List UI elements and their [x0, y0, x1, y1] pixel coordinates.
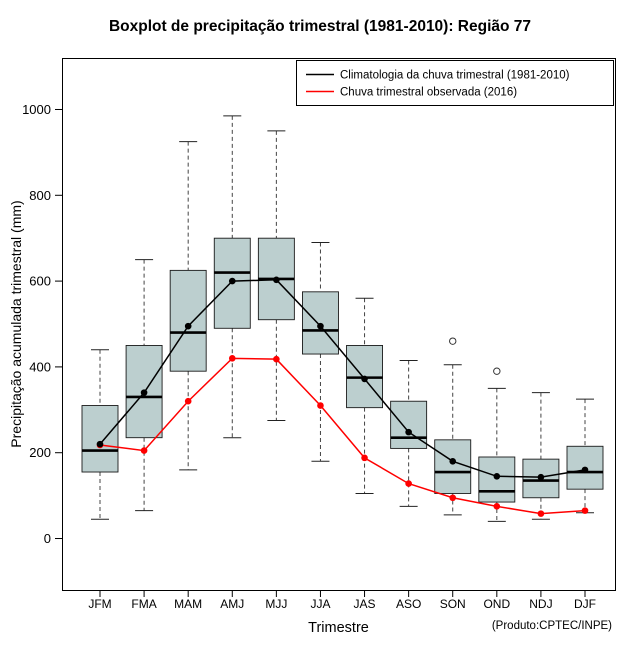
- observed-point: [228, 355, 236, 362]
- climatology-point: [184, 322, 192, 330]
- boxplot-FMA: [125, 259, 163, 512]
- x-tick-label: JAS: [354, 597, 376, 611]
- observed-point: [273, 355, 280, 363]
- boxplot-DJF: [566, 398, 604, 514]
- observed-point: [361, 454, 368, 462]
- y-tick-label: 800: [29, 188, 51, 203]
- x-tick-label: MJJ: [265, 597, 287, 611]
- observed-point: [449, 494, 457, 502]
- box-iqr: [81, 405, 119, 473]
- boxplot-SON: [434, 337, 472, 516]
- y-tick-label: 600: [29, 274, 51, 289]
- x-tick-label: ASO: [396, 597, 421, 611]
- box-iqr: [169, 269, 207, 372]
- climatology-point: [537, 473, 545, 481]
- boxplot-JFM: [81, 349, 119, 520]
- climatology-point: [273, 276, 280, 284]
- climatology-line: [99, 279, 586, 478]
- y-axis-label: Precipitação acumulada trimestral (mm): [8, 200, 24, 448]
- x-tick-label: AMJ: [220, 597, 244, 611]
- observed-line: [99, 357, 586, 515]
- boxplot-NDJ: [522, 392, 560, 520]
- x-tick-label: MAM: [174, 597, 202, 611]
- climatology-point: [140, 389, 148, 396]
- legend: Climatologia da chuva trimestral (1981-2…: [296, 60, 614, 106]
- x-tick-label: FMA: [131, 597, 156, 611]
- outlier-point: [449, 337, 457, 345]
- climatology-point: [96, 440, 104, 448]
- boxplot-OND: [478, 367, 516, 522]
- observed-point: [140, 447, 148, 454]
- boxplot-JJA: [302, 241, 339, 462]
- y-tick-label: 400: [29, 359, 51, 374]
- x-tick-label: NDJ: [529, 597, 552, 611]
- boxplot-MJJ: [257, 130, 295, 422]
- observed-point: [317, 402, 324, 409]
- x-tick-label: DJF: [574, 597, 596, 611]
- x-tick-label: SON: [440, 597, 466, 611]
- chart-title: Boxplot de precipitação trimestral (1981…: [108, 18, 532, 35]
- x-axis-label: Trimestre: [308, 620, 369, 636]
- observed-point: [581, 507, 589, 514]
- boxplot-AMJ: [213, 115, 251, 439]
- y-tick-label: 200: [29, 445, 51, 460]
- legend-box: [296, 60, 614, 106]
- climatology-point: [449, 457, 457, 465]
- climatology-point: [361, 375, 368, 383]
- producer-note: (Produto:CPTEC/INPE): [491, 620, 612, 632]
- x-tick-label: JFM: [88, 597, 111, 611]
- observed-point: [537, 510, 545, 517]
- legend-label: Climatologia da chuva trimestral (1981-2…: [340, 70, 570, 82]
- y-tick-label: 1000: [22, 102, 51, 117]
- observed-point: [184, 397, 192, 405]
- observed-point: [405, 480, 412, 487]
- y-tick-label: 0: [44, 531, 51, 546]
- climatology-point: [228, 277, 236, 285]
- box-iqr: [434, 439, 472, 494]
- boxplot-JAS: [346, 297, 383, 494]
- climatology-point: [581, 466, 589, 474]
- climatology-point: [405, 428, 412, 436]
- boxplot-MAM: [169, 141, 207, 471]
- legend-label: Chuva trimestral observada (2016): [340, 87, 517, 99]
- outlier-point: [493, 367, 501, 375]
- climatology-point: [317, 322, 324, 330]
- x-tick-label: JJA: [310, 597, 330, 611]
- x-tick-label: OND: [483, 597, 510, 611]
- plot-border: [62, 58, 616, 591]
- box-iqr: [302, 291, 339, 355]
- observed-point: [493, 503, 501, 510]
- climatology-point: [493, 473, 501, 480]
